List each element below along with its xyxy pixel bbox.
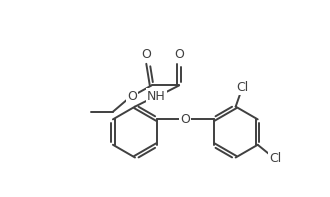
Text: O: O: [127, 89, 137, 102]
Text: O: O: [174, 48, 184, 61]
Text: Cl: Cl: [269, 152, 281, 165]
Text: O: O: [141, 48, 151, 61]
Text: Cl: Cl: [236, 81, 248, 94]
Text: NH: NH: [147, 89, 166, 102]
Text: O: O: [181, 113, 190, 126]
